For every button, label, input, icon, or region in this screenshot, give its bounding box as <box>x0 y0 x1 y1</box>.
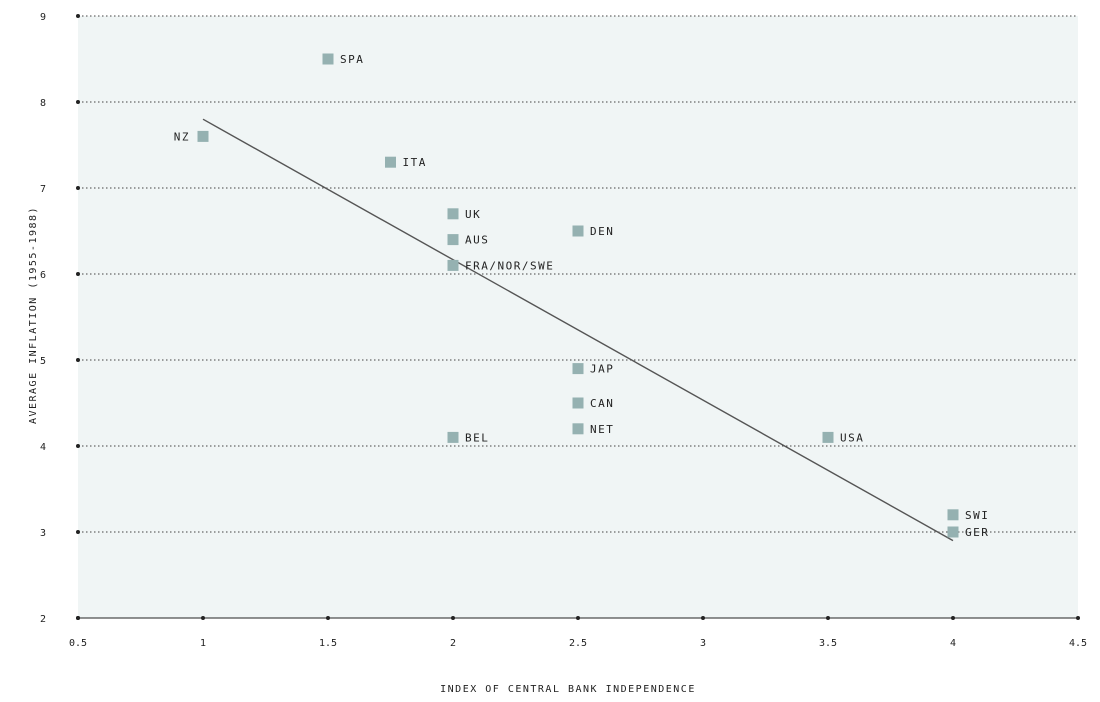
point-marker-jap <box>572 363 584 375</box>
x-axis-title: INDEX OF CENTRAL BANK INDEPENDENCE <box>440 684 696 695</box>
point-label-aus: AUS <box>465 234 489 247</box>
x-tick-label: 3 <box>700 638 706 649</box>
point-label-spa: SPA <box>340 53 364 66</box>
x-tick-mark <box>201 616 205 620</box>
x-tick-mark <box>76 616 80 620</box>
point-label-den: DEN <box>590 225 614 238</box>
point-label-uk: UK <box>465 208 481 221</box>
point-marker-ger <box>947 526 959 538</box>
y-tick-label: 7 <box>40 184 46 195</box>
axes <box>76 14 1080 620</box>
point-label-can: CAN <box>590 397 614 410</box>
point-marker-nz <box>197 130 209 142</box>
x-tick-mark <box>701 616 705 620</box>
point-label-nz: NZ <box>174 130 190 143</box>
point-marker-spa <box>322 53 334 65</box>
point-label-net: NET <box>590 423 614 436</box>
y-tick-label: 3 <box>40 528 46 539</box>
point-marker-aus <box>447 234 459 246</box>
point-label-usa: USA <box>840 431 864 444</box>
point-label-ger: GER <box>965 526 989 539</box>
y-tick-mark <box>76 444 80 448</box>
point-marker-bel <box>447 431 459 443</box>
y-tick-label: 8 <box>40 98 46 109</box>
x-tick-label: 4 <box>950 638 956 649</box>
tick-labels: 2 3 4 5 6 7 8 9 0.5 1 1.5 2 2.5 3 3.5 4 4.5 <box>40 12 1087 649</box>
x-tick-mark <box>451 616 455 620</box>
x-tick-mark <box>1076 616 1080 620</box>
x-tick-mark <box>326 616 330 620</box>
point-marker-can <box>572 397 584 409</box>
plot-background <box>78 16 1078 618</box>
y-tick-label: 6 <box>40 270 46 281</box>
point-marker-den <box>572 225 584 237</box>
gridlines <box>78 15 1078 533</box>
point-marker-fra-nor-swe <box>447 259 459 271</box>
data-points: SPA NZ ITA UK AUS FRA/NOR/SWE DEN JAP CAN NET BEL U… <box>174 53 989 539</box>
y-axis-title: AVERAGE INFLATION (1955-1988) <box>28 206 39 424</box>
point-marker-swi <box>947 509 959 521</box>
point-label-swi: SWI <box>965 509 989 522</box>
trend-line <box>202 118 954 542</box>
x-tick-mark <box>951 616 955 620</box>
point-marker-usa <box>822 431 834 443</box>
x-tick-label: 3.5 <box>819 638 837 649</box>
point-marker-net <box>572 423 584 435</box>
x-tick-label: 4.5 <box>1069 638 1087 649</box>
x-tick-label: 2 <box>450 638 456 649</box>
x-tick-mark <box>576 616 580 620</box>
y-tick-label: 5 <box>40 356 46 367</box>
point-marker-uk <box>447 208 459 220</box>
point-marker-ita <box>385 156 396 168</box>
x-tick-label: 0.5 <box>69 638 87 649</box>
x-tick-label: 2.5 <box>569 638 587 649</box>
point-label-fra-nor-swe: FRA/NOR/SWE <box>465 259 554 272</box>
y-tick-mark <box>76 358 80 362</box>
x-tick-label: 1 <box>200 638 206 649</box>
point-label-ita: ITA <box>403 156 427 169</box>
y-tick-mark <box>76 272 80 276</box>
x-tick-mark <box>826 616 830 620</box>
y-tick-mark <box>76 530 80 534</box>
y-tick-label: 9 <box>40 12 46 23</box>
point-label-bel: BEL <box>465 431 489 444</box>
y-tick-label: 4 <box>40 442 46 453</box>
y-tick-mark <box>76 186 80 190</box>
trend-line-layer <box>202 118 954 542</box>
y-tick-mark <box>76 100 80 104</box>
y-tick-label: 2 <box>40 614 46 625</box>
point-label-jap: JAP <box>590 363 614 376</box>
y-tick-mark <box>76 14 80 18</box>
x-tick-label: 1.5 <box>319 638 337 649</box>
